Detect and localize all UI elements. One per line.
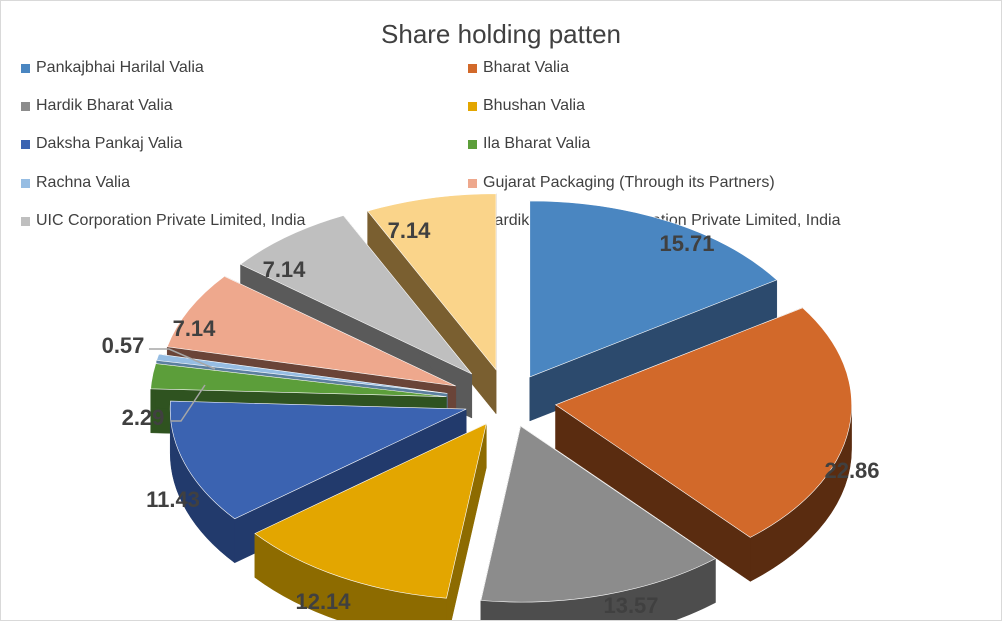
data-label-0: 15.71 <box>659 231 714 256</box>
leader-line-6 <box>149 348 216 370</box>
leader-lines <box>149 348 216 422</box>
data-label-4: 11.43 <box>146 487 200 512</box>
pie-slice-1 <box>554 307 852 582</box>
legend-item-7: Gujarat Packaging (Through its Partners) <box>468 173 775 193</box>
pie-slice-top-0 <box>529 200 778 378</box>
pie-slice-top-6 <box>156 353 448 394</box>
pie-slice-top-8 <box>239 215 473 375</box>
pie-slice-top-1 <box>554 307 852 538</box>
legend-item-0: Pankajbhai Harilal Valia <box>21 58 204 78</box>
legend-label-8: UIC Corporation Private Limited, India <box>36 212 306 229</box>
legend-label-2: Hardik Bharat Valia <box>36 97 173 114</box>
pie-slices <box>150 193 852 620</box>
legend-item-4: Daksha Pankaj Valia <box>21 134 182 154</box>
pie-slice-top-2 <box>480 425 716 603</box>
legend-swatch-5 <box>468 139 477 149</box>
data-labels: 15.71 22.86 13.57 12.14 11.43 2.29 0.57 … <box>102 218 880 618</box>
pie-slice-top-4 <box>169 400 467 520</box>
pie-slice-3 <box>254 423 487 620</box>
legend-label-4: Daksha Pankaj Valia <box>36 135 183 152</box>
legend-label-3: Bhushan Valia <box>483 97 585 114</box>
data-label-6: 0.57 <box>102 333 145 358</box>
legend-swatch-6 <box>21 178 30 188</box>
legend-item-1: Bharat Valia <box>468 58 569 78</box>
data-label-2: 13.57 <box>603 593 658 618</box>
data-label-3: 12.14 <box>295 589 351 614</box>
legend-swatch-4 <box>21 139 30 149</box>
legend-swatch-2 <box>21 101 30 111</box>
legend-item-2: Hardik Bharat Valia <box>21 96 173 116</box>
legend-swatch-8 <box>21 216 30 226</box>
legend-item-3: Bhushan Valia <box>468 96 585 116</box>
legend-label-7: Gujarat Packaging (Through its Partners) <box>483 174 775 191</box>
leader-line-5 <box>171 384 206 422</box>
legend-label-6: Rachna Valia <box>36 174 130 191</box>
data-label-9: 7.14 <box>388 218 432 243</box>
data-label-5: 2.29 <box>122 405 165 430</box>
legend-swatch-1 <box>468 63 477 73</box>
legend-item-6: Rachna Valia <box>21 173 130 193</box>
legend-swatch-0 <box>21 63 30 73</box>
pie-slice-top-9 <box>367 193 497 371</box>
legend-label-5: Ila Bharat Valia <box>483 135 591 152</box>
pie-slice-0 <box>529 200 778 422</box>
data-label-8: 7.14 <box>263 257 307 282</box>
pie-slice-top-7 <box>166 275 456 387</box>
pie-slice-top-5 <box>150 363 447 397</box>
pie-slice-top-3 <box>254 423 487 599</box>
legend-swatch-3 <box>468 101 477 111</box>
legend-item-5: Ila Bharat Valia <box>468 134 590 154</box>
legend-swatch-7 <box>468 178 477 188</box>
legend-label-0: Pankajbhai Harilal Valia <box>36 59 204 76</box>
legend-item-8: UIC Corporation Private Limited, India <box>21 211 305 231</box>
legend-label-1: Bharat Valia <box>483 59 569 76</box>
pie-slice-2 <box>480 425 716 620</box>
chart-title: Share holding patten <box>381 19 621 49</box>
data-label-7: 7.14 <box>173 316 217 341</box>
data-label-1: 22.86 <box>824 458 879 483</box>
